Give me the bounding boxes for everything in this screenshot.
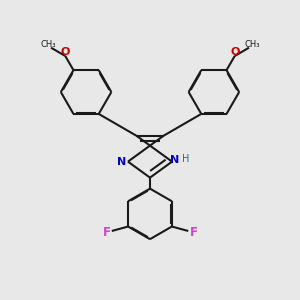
- Text: N: N: [170, 155, 179, 165]
- Text: CH₃: CH₃: [244, 40, 260, 49]
- Text: N: N: [117, 157, 126, 166]
- Text: F: F: [190, 226, 198, 239]
- Text: O: O: [61, 46, 70, 56]
- Text: CH₃: CH₃: [40, 40, 56, 49]
- Text: O: O: [230, 46, 239, 56]
- Text: F: F: [102, 226, 110, 239]
- Text: H: H: [182, 154, 189, 164]
